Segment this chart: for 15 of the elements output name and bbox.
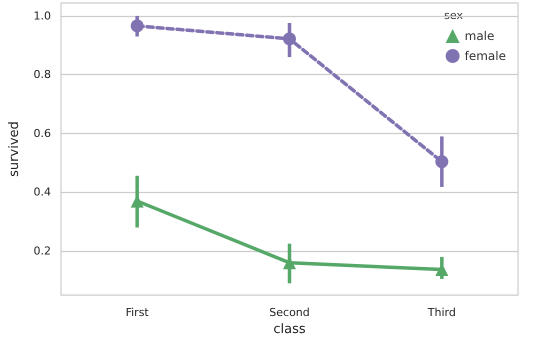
y-tick-label: 0.8 xyxy=(34,68,51,82)
y-axis-title: survived xyxy=(7,121,22,177)
point xyxy=(435,155,448,168)
point xyxy=(130,19,144,32)
y-tick-label: 0.6 xyxy=(34,126,51,140)
point xyxy=(283,32,296,46)
y-tick-label: 0.4 xyxy=(34,186,51,199)
legend-label: female xyxy=(464,49,506,63)
x-axis-title: class xyxy=(273,322,306,337)
legend-label: male xyxy=(464,29,494,43)
x-tick-label: First xyxy=(126,306,150,320)
x-tick-label: Second xyxy=(269,306,310,320)
y-tick-label: 1.0 xyxy=(34,9,51,22)
y-tick-label: 0.2 xyxy=(34,244,51,258)
x-tick-label: Third xyxy=(426,306,456,320)
